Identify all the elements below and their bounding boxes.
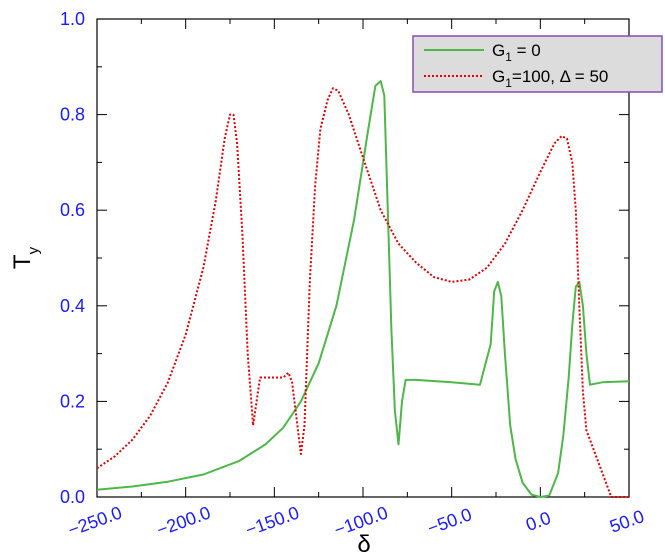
x-tick-label: −50.0	[425, 504, 475, 538]
x-axis-title: δ	[357, 531, 370, 556]
y-tick-label: 1.0	[60, 9, 85, 29]
legend-entry-1: G1 = 0	[492, 41, 541, 64]
x-tick-label: −200.0	[154, 502, 213, 540]
y-axis-title-main: T	[9, 254, 36, 269]
plot-frame	[96, 18, 630, 498]
y-axis-title-sub: y	[25, 246, 42, 254]
series-line-2	[96, 87, 629, 498]
legend-box	[412, 35, 663, 93]
y-tick-label: 0.6	[60, 200, 85, 220]
legend: G1 = 0 G1=100, Δ = 50	[412, 35, 663, 93]
x-tick-label: −250.0	[65, 502, 124, 540]
y-tick-label: 0.4	[60, 296, 85, 316]
x-tick-label: 0.0	[523, 508, 553, 535]
series-lines	[96, 80, 630, 498]
y-tick-label: 0.0	[60, 487, 85, 507]
legend-entry-2: G1=100, Δ = 50	[492, 67, 608, 90]
y-axis-title: Ty	[9, 246, 42, 269]
y-tick-label: 0.8	[60, 105, 85, 125]
y-tick-label: 0.2	[60, 391, 85, 411]
x-tick-label: −150.0	[243, 502, 302, 540]
x-tick-label: 50.0	[607, 506, 647, 537]
svg-text:Ty: Ty	[9, 246, 42, 269]
series-line-1	[96, 80, 630, 498]
ticks	[96, 18, 630, 498]
